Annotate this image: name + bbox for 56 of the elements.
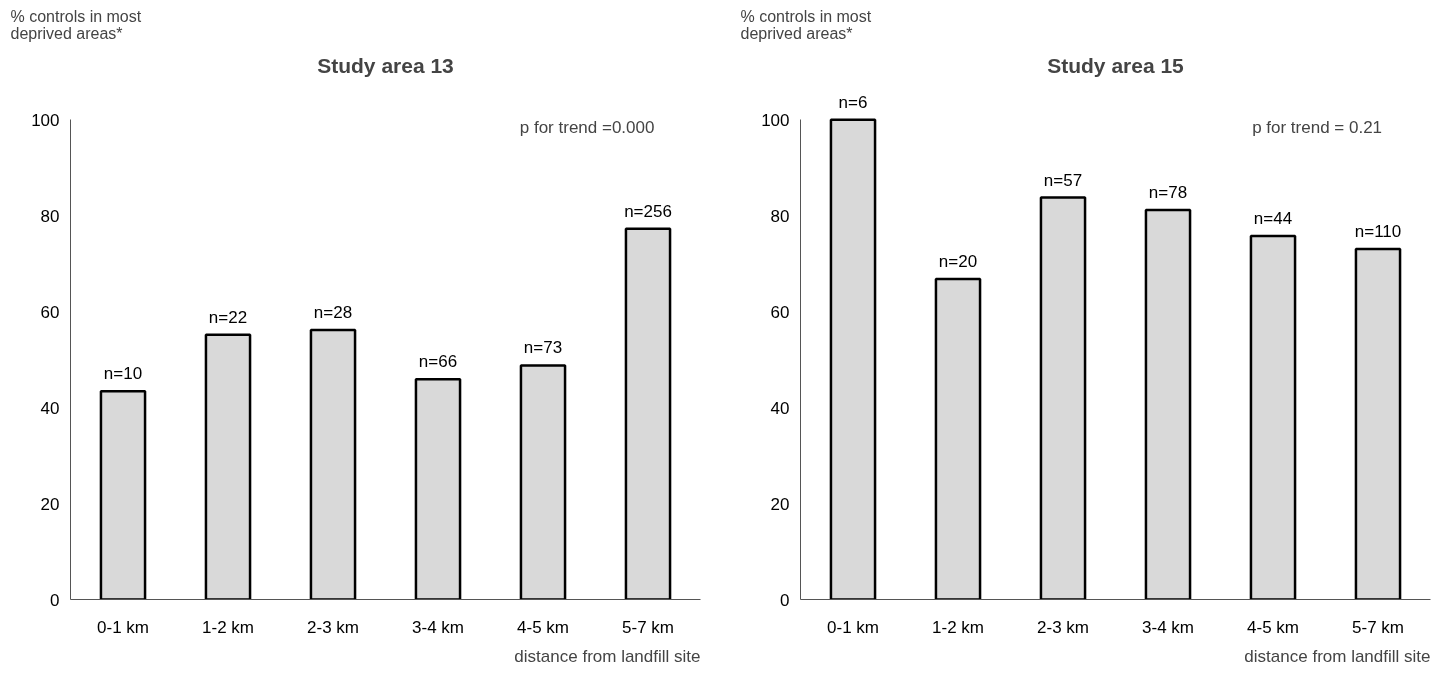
y-axis-title: % controls in most deprived areas*	[740, 7, 872, 42]
x-tick-label: 1-2 km	[932, 617, 984, 637]
annotation: n=28	[313, 302, 353, 322]
annotation: n=6	[838, 92, 868, 112]
bar	[1039, 196, 1087, 600]
x-tick-label: 4-5 km	[1247, 617, 1299, 637]
y-tick-label: 40	[40, 398, 60, 418]
chart-title: Study area 15	[1047, 53, 1185, 77]
annotation: n=57	[1043, 170, 1083, 190]
bar	[934, 277, 982, 600]
annotation: p for trend =0.000	[519, 118, 655, 138]
x-axis-title: distance from landfill site	[1244, 646, 1431, 666]
bar	[204, 333, 252, 600]
annotation: n=22	[208, 307, 248, 327]
y-tick-label: 100	[761, 110, 790, 130]
x-tick-label: 2-3 km	[1037, 617, 1089, 637]
y-tick-label: 20	[40, 494, 60, 514]
annotation: n=78	[1148, 183, 1188, 203]
bar	[829, 118, 877, 600]
annotation: p for trend = 0.21	[1252, 118, 1383, 138]
x-tick-label: 0-1 km	[97, 617, 149, 637]
x-tick-label: 5-7 km	[1352, 617, 1404, 637]
bar	[1354, 247, 1402, 600]
bar	[1144, 208, 1192, 600]
bar	[414, 378, 462, 600]
annotation: n=10	[103, 364, 143, 384]
bar	[309, 328, 357, 600]
annotation: n=110	[1354, 221, 1402, 241]
x-tick-label: 1-2 km	[202, 617, 254, 637]
bar	[99, 390, 147, 600]
y-tick-label: 40	[770, 398, 790, 418]
x-tick-label: 4-5 km	[517, 617, 569, 637]
annotation: n=73	[523, 338, 563, 358]
x-tick-label: 2-3 km	[307, 617, 359, 637]
x-axis-title: distance from landfill site	[514, 646, 701, 666]
y-axis-title: % controls in most deprived areas*	[10, 7, 142, 42]
y-tick-label: 80	[40, 206, 60, 226]
y-tick-label: 60	[770, 302, 790, 322]
x-tick-label: 3-4 km	[1142, 617, 1194, 637]
chart-title: Study area 13	[317, 53, 454, 77]
y-tick-label: 0	[780, 590, 790, 610]
annotation: n=20	[938, 252, 978, 272]
x-tick-label: 0-1 km	[827, 617, 879, 637]
y-tick-label: 80	[770, 206, 790, 226]
x-tick-label: 5-7 km	[622, 617, 674, 637]
bar	[519, 364, 567, 600]
y-tick-label: 100	[31, 110, 60, 130]
bar	[624, 227, 672, 600]
y-tick-label: 60	[40, 302, 60, 322]
annotation: n=256	[624, 201, 672, 221]
annotation: n=66	[418, 352, 458, 372]
bar	[1249, 234, 1297, 600]
annotation: n=44	[1253, 208, 1293, 228]
x-tick-label: 3-4 km	[412, 617, 464, 637]
y-tick-label: 20	[770, 494, 790, 514]
y-tick-label: 0	[50, 590, 60, 610]
